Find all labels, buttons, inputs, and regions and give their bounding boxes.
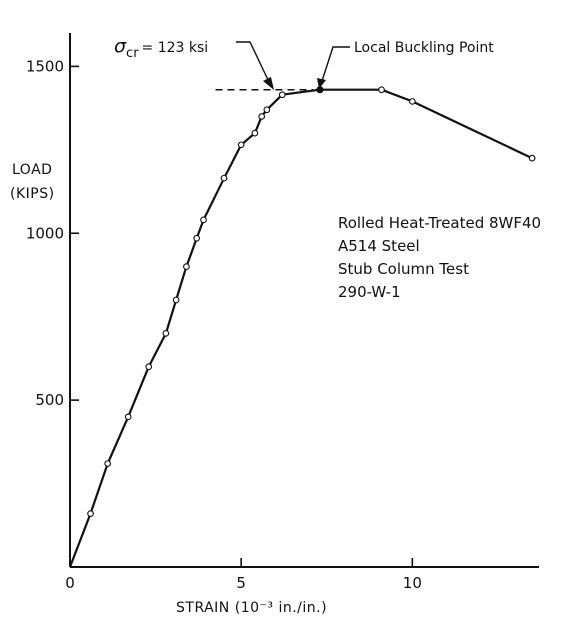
- data-point: [193, 234, 201, 242]
- x-tick-label: 5: [236, 574, 246, 592]
- data-point: [258, 113, 266, 120]
- sigma-subscript: cr: [126, 46, 139, 61]
- x-tick-label: 10: [403, 574, 422, 592]
- y-axis-title-line-1: LOAD: [12, 162, 52, 178]
- data-point-markers: [87, 86, 536, 517]
- buckling-leader-arrowhead: [317, 78, 326, 89]
- data-point: [162, 330, 170, 337]
- data-point: [145, 363, 153, 371]
- data-point: [237, 141, 245, 149]
- specimen-note: Rolled Heat-Treated 8WF40 A514 Steel Stu…: [338, 214, 541, 301]
- y-tick-label: 1500: [26, 57, 64, 75]
- data-point: [172, 296, 180, 304]
- data-point: [378, 86, 385, 94]
- data-point: [87, 510, 94, 517]
- data-point: [104, 460, 112, 467]
- note-line-4: 290-W-1: [338, 283, 401, 301]
- sigma-cr-annotation: σcr = 123 ksi: [114, 35, 274, 90]
- sigma-value: = 123 ksi: [142, 40, 209, 56]
- x-axis-title: STRAIN (10⁻³ in./in.): [176, 600, 327, 616]
- sigma-leader-line: [236, 41, 270, 83]
- data-point: [124, 413, 132, 421]
- data-point: [200, 216, 207, 224]
- load-strain-curve: [68, 88, 533, 568]
- y-tick-label: 1000: [26, 224, 64, 242]
- sigma-leader-arrowhead: [263, 77, 274, 90]
- svg-text:σcr= 123 ksi: σcr = 123 ksi: [114, 35, 208, 61]
- data-point: [408, 98, 416, 105]
- buckling-leader-line: [321, 46, 350, 82]
- y-tick-label: 500: [35, 391, 64, 409]
- sigma-symbol: σ: [114, 35, 127, 57]
- ticks: [70, 65, 414, 567]
- local-buckling-label: Local Buckling Point: [354, 40, 494, 56]
- local-buckling-point-marker: [316, 86, 324, 94]
- axes: [69, 33, 539, 568]
- local-buckling-annotation: Local Buckling Point: [317, 40, 494, 89]
- data-point: [278, 91, 286, 99]
- data-point: [263, 106, 271, 114]
- x-tick-label: 0: [65, 574, 75, 592]
- note-line-1: Rolled Heat-Treated 8WF40: [338, 214, 541, 232]
- tick-labels: 0 5 10 500 1000 1500: [26, 57, 422, 592]
- data-point: [183, 263, 190, 270]
- data-point: [528, 154, 536, 162]
- data-point: [251, 129, 259, 137]
- note-line-3: Stub Column Test: [338, 260, 469, 278]
- y-axis-title-line-2: (KIPS): [10, 186, 55, 202]
- note-line-2: A514 Steel: [338, 237, 420, 255]
- data-point: [220, 174, 228, 182]
